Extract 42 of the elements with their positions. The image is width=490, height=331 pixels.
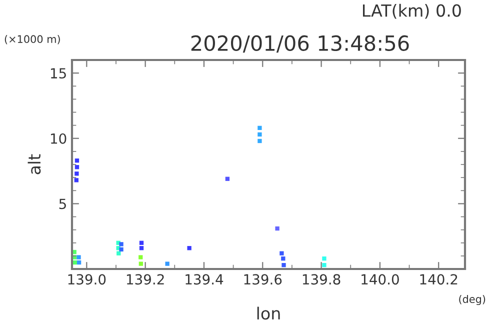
x-tick-label: 140.2 <box>420 274 458 285</box>
point <box>138 262 144 266</box>
point <box>138 255 143 260</box>
point <box>258 132 262 137</box>
point <box>187 246 192 250</box>
point <box>119 242 124 246</box>
y-tick-label: 10 <box>50 133 66 144</box>
point <box>76 260 82 265</box>
point <box>282 263 286 268</box>
point <box>281 256 286 261</box>
x-tick-label: 139.8 <box>302 274 340 285</box>
point <box>258 126 262 130</box>
point <box>322 256 326 261</box>
point <box>119 247 124 252</box>
point <box>280 251 284 256</box>
point <box>139 246 144 250</box>
x-tick-label: 140.0 <box>362 274 399 285</box>
point <box>165 262 170 266</box>
point <box>225 176 230 181</box>
y-axis-title: alt <box>28 154 41 174</box>
x-tick-label: 139.4 <box>186 274 224 285</box>
x-tick-label: 139.6 <box>244 274 282 285</box>
point <box>258 138 262 144</box>
point <box>116 251 121 256</box>
point <box>275 226 280 231</box>
x-axis-title: lon <box>257 306 280 320</box>
point <box>74 165 80 170</box>
point <box>74 172 79 176</box>
point <box>72 260 78 265</box>
x-tick-label: 139.2 <box>126 274 164 285</box>
y-tick-label: 5 <box>59 198 66 210</box>
chart-title: 2020/01/06 13:48:56 <box>191 35 409 53</box>
point <box>139 240 144 245</box>
point <box>322 263 326 268</box>
chart-subtitle: LAT(km) 0.0 <box>362 4 461 19</box>
point <box>76 255 81 260</box>
text: (×1000 m) <box>4 34 60 44</box>
x-tick-label: 139.0 <box>68 274 106 285</box>
y-tick-label: 15 <box>50 68 66 79</box>
text: (deg) <box>459 294 486 306</box>
point <box>74 178 78 182</box>
point <box>74 158 80 163</box>
